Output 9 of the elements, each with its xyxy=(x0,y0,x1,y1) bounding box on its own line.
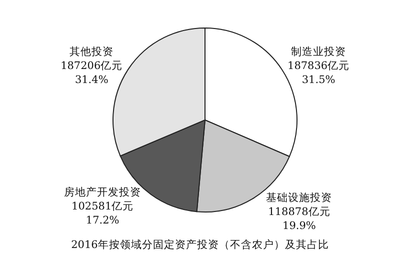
slice-label: 制造业投资 xyxy=(291,45,346,58)
slice-label: 房地产开发投资 xyxy=(64,186,142,199)
slice-label: 基础设施投资 xyxy=(266,191,332,204)
data-label: 187836亿元 31.5% xyxy=(288,60,350,86)
data-label: 187206亿元 31.4% xyxy=(60,60,123,86)
slice-label: 其他投资 xyxy=(70,44,114,58)
data-label: 102581亿元 17.2% xyxy=(72,200,134,227)
text: 2016年按领域分固定资产投资（不含农户）及其占比 xyxy=(71,238,329,251)
data-label: 118878亿元 19.9% xyxy=(268,206,330,232)
